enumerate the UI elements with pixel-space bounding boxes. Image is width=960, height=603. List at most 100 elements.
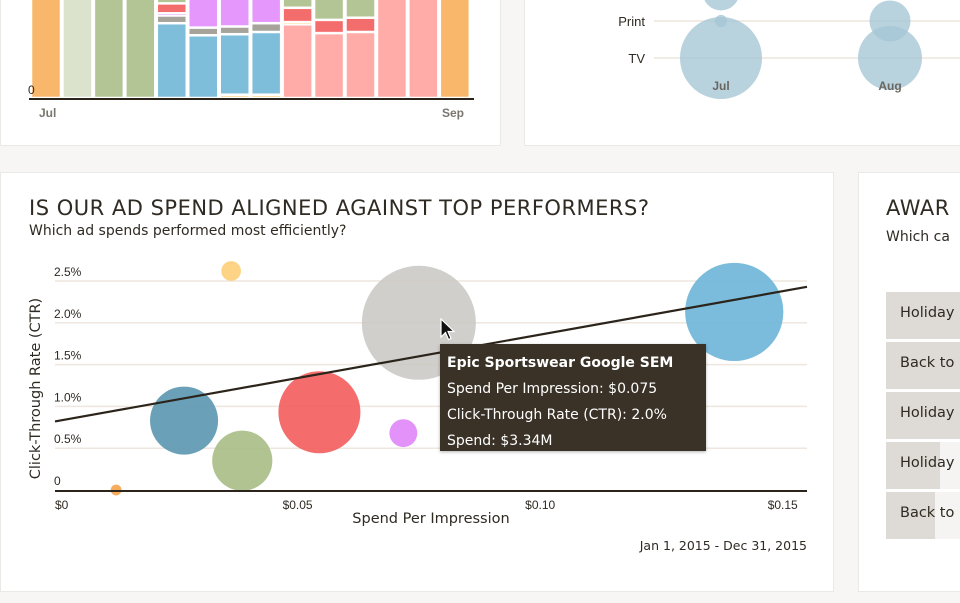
bar-column	[157, 0, 187, 98]
bar-column	[63, 0, 92, 98]
campaign-row-label: Holiday	[900, 455, 955, 471]
bar-segment	[314, 20, 344, 33]
bar-column	[220, 0, 249, 98]
bar-segment	[157, 23, 187, 98]
bar-column	[283, 0, 312, 98]
y-category-label: TV	[628, 51, 645, 66]
channel-bubble	[704, 0, 738, 11]
bar-column	[251, 0, 281, 98]
campaign-row[interactable]: Holiday	[886, 442, 960, 489]
y-tick-label: 1.5%	[54, 349, 82, 363]
campaign-row-fill	[886, 342, 960, 389]
bubble-tooltip: Epic Sportswear Google SEM Spend Per Imp…	[440, 344, 706, 451]
bar-segment	[283, 25, 312, 98]
bar-segment	[31, 0, 61, 98]
bar-segment	[314, 33, 344, 98]
x-tick-label: Sep	[442, 106, 464, 120]
y-tick-label: 0	[54, 474, 61, 488]
campaign-row-label: Holiday	[900, 305, 955, 321]
bar-column	[377, 0, 407, 98]
bar-segment	[189, 36, 218, 98]
bar-segment	[346, 18, 375, 32]
data-bubble	[212, 430, 273, 491]
x-tick-label: Aug	[878, 79, 901, 93]
campaign-row[interactable]: Holiday	[886, 392, 960, 439]
bar-segment	[94, 0, 124, 98]
chart-title: IS OUR AD SPEND ALIGNED AGAINST TOP PERF…	[29, 196, 650, 220]
bar-segment	[157, 14, 187, 16]
campaign-row[interactable]: Back to	[886, 492, 960, 539]
tooltip-spend: Spend: $3.34M	[447, 433, 553, 449]
channel-bubble	[858, 26, 922, 90]
y-category-label: Print	[618, 14, 645, 29]
campaign-row-fill	[886, 292, 960, 339]
campaign-row-label: Holiday	[900, 405, 955, 421]
bar-column	[346, 0, 375, 98]
bar-segment	[346, 0, 375, 17]
bar-segment	[346, 32, 375, 98]
trend-line	[54, 285, 808, 423]
campaign-row-fill	[886, 392, 960, 439]
bar-column	[94, 0, 124, 98]
x-tick-label: Jul	[39, 106, 56, 120]
bar-segment	[157, 0, 187, 3]
campaign-row[interactable]: Back to	[886, 342, 960, 389]
bar-column	[126, 0, 155, 98]
stacked-bar-chart: 0 Jul Sep	[28, 0, 474, 120]
bar-column	[189, 0, 218, 98]
x-tick-label: $0.15	[768, 498, 798, 512]
data-bubble	[278, 371, 361, 454]
data-bubble	[150, 386, 219, 455]
bar-column	[409, 0, 438, 98]
bar-segment	[251, 0, 281, 23]
tooltip-title: Epic Sportswear Google SEM	[447, 355, 674, 371]
bar-segment	[189, 28, 218, 35]
y-tick-label: 0.5%	[54, 432, 82, 446]
data-bubble	[685, 262, 784, 362]
bar-segment	[220, 27, 249, 34]
channel-bubble-chart: Print TV Jul Aug	[618, 0, 960, 99]
y-tick-label: 1.0%	[54, 390, 82, 404]
bar-segment	[251, 95, 281, 98]
bar-segment	[283, 0, 312, 8]
x-tick-label: $0	[55, 498, 69, 512]
bar-segment	[157, 4, 187, 13]
bar-segment	[63, 0, 92, 98]
bar-segment	[283, 8, 312, 22]
bar-column	[314, 0, 344, 98]
campaign-row-fill	[886, 492, 936, 539]
x-axis-title: Spend Per Impression	[352, 511, 509, 527]
mouse-cursor-icon	[440, 318, 456, 341]
y-tick-label: 2.0%	[54, 307, 82, 321]
y-tick-label: 2.5%	[54, 265, 82, 279]
chart-subtitle: Which ad spends performed most efficient…	[29, 223, 347, 239]
campaign-row-fill	[886, 442, 940, 489]
bar-segment	[157, 16, 187, 23]
awareness-title: AWAR	[886, 196, 950, 220]
awareness-subtitle: Which ca	[886, 229, 950, 245]
tooltip-spend-per-impression: Spend Per Impression: $0.075	[447, 381, 658, 397]
bar-segment	[283, 22, 312, 25]
bar-segment	[220, 95, 249, 98]
bar-column	[31, 0, 61, 98]
y-axis-title: Click-Through Rate (CTR)	[28, 298, 44, 479]
tooltip-ctr: Click-Through Rate (CTR): 2.0%	[447, 407, 667, 423]
date-range-label: Jan 1, 2015 - Dec 31, 2015	[639, 538, 807, 553]
campaign-row-label: Back to	[900, 355, 955, 371]
bar-segment	[409, 0, 438, 98]
bar-segment	[220, 0, 249, 26]
awareness-card: AWAR Which ca Holiday Back to Holiday Holid…	[858, 172, 960, 592]
bar-segment	[377, 0, 407, 98]
campaign-row[interactable]: Holiday	[886, 292, 960, 339]
x-tick-label: $0.10	[525, 498, 555, 512]
x-tick-label: $0.05	[283, 498, 313, 512]
bar-segment	[314, 0, 344, 20]
bar-segment	[220, 34, 249, 94]
ad-spend-alignment-card: IS OUR AD SPEND ALIGNED AGAINST TOP PERF…	[0, 172, 834, 592]
data-bubble	[221, 261, 241, 281]
bar-column	[440, 0, 470, 98]
bar-segment	[440, 0, 470, 98]
channel-bubble-card: Print TV Jul Aug	[524, 0, 960, 146]
channel-bubble	[680, 17, 762, 99]
y-tick-label: 0	[28, 83, 35, 97]
